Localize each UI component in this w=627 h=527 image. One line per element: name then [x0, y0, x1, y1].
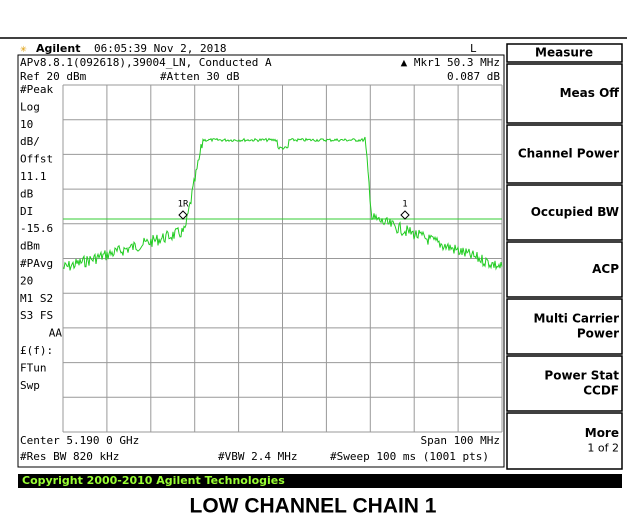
softkey-label: Occupied BW	[531, 205, 619, 219]
menu-title: Measure	[535, 46, 593, 60]
time-date: 06:05:39 Nov 2, 2018	[94, 42, 226, 55]
softkey[interactable]	[506, 124, 623, 184]
side-label: FTun	[20, 361, 47, 374]
softkey-label: Multi Carrier	[533, 312, 619, 326]
status-bar	[18, 474, 622, 488]
side-label: Swp	[20, 379, 40, 392]
side-label: dB	[20, 187, 34, 200]
side-label: dB/	[20, 135, 40, 148]
marker-1r: 1R	[178, 200, 189, 220]
copyright: Copyright 2000-2010 Agilent Technologies	[22, 474, 285, 487]
softkey[interactable]	[506, 412, 623, 470]
center: Center 5.190 0 GHz	[20, 434, 139, 447]
rbw: #Res BW 820 kHz	[20, 450, 119, 463]
side-label: #PAvg	[20, 257, 53, 270]
softkey-label: More	[585, 426, 619, 440]
softkey-label: Power	[577, 327, 619, 341]
caption: LOW CHANNEL CHAIN 1	[190, 495, 437, 518]
marker-label: 1R	[178, 200, 189, 210]
vbw: #VBW 2.4 MHz	[218, 450, 297, 463]
side-label: 11.1	[20, 170, 47, 183]
menu-title-box	[506, 43, 623, 63]
softkey-label: Power Stat	[544, 369, 619, 383]
side-label: #Peak	[20, 83, 53, 96]
mode: L	[470, 42, 477, 55]
side-label: 20	[20, 274, 33, 287]
version: APv8.8.1(092618),39004_LN, Conducted A	[20, 56, 272, 69]
side-label: M1 S2	[20, 292, 53, 305]
side-label: dBm	[20, 240, 40, 253]
side-label: AA	[49, 327, 63, 340]
side-label: Offst	[20, 153, 53, 166]
display-frame	[17, 54, 505, 468]
softkey[interactable]	[506, 184, 623, 241]
side-label: -15.6	[20, 222, 53, 235]
softkey[interactable]	[506, 63, 623, 124]
softkey-label: 1 of 2	[587, 442, 619, 455]
marker-1: 1	[400, 200, 410, 220]
side-label: Log	[20, 100, 40, 113]
marker-value: 0.087 dB	[447, 70, 500, 83]
ref-level: Ref 20 dBm	[20, 70, 87, 83]
span: Span 100 MHz	[421, 434, 500, 447]
marker-label: 1	[402, 200, 407, 210]
softkey-label: CCDF	[583, 384, 619, 398]
atten: #Atten 30 dB	[160, 70, 240, 83]
softkey-label: Meas Off	[560, 86, 620, 100]
side-label: £(f):	[20, 344, 53, 357]
trace	[62, 136, 503, 271]
softkey[interactable]	[506, 241, 623, 298]
softkey-label: ACP	[592, 262, 619, 276]
softkey[interactable]	[506, 355, 623, 412]
side-label: DI	[20, 205, 33, 218]
side-label: 10	[20, 118, 33, 131]
star-icon: ✳	[20, 42, 27, 55]
softkey-label: Channel Power	[518, 147, 619, 161]
side-label: S3 FS	[20, 309, 53, 322]
softkey[interactable]	[506, 298, 623, 355]
marker-readout: ▲ Mkr1 50.3 MHz	[401, 56, 500, 69]
brand: Agilent	[36, 42, 80, 55]
sweep: #Sweep 100 ms (1001 pts)	[330, 450, 489, 463]
